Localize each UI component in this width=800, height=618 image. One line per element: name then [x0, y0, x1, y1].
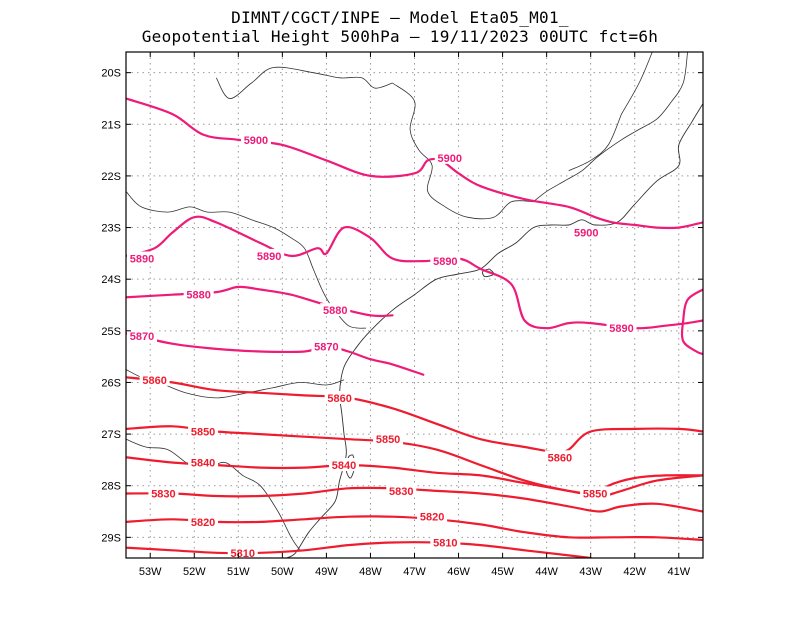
lat-tick-label: 29S	[101, 532, 121, 544]
contour-label-bg	[227, 545, 258, 559]
contour-label-5880: 5880	[186, 290, 210, 302]
contour-label-5810: 5810	[433, 538, 457, 550]
contour-label-5860: 5860	[548, 452, 572, 464]
contour-label-5820: 5820	[420, 512, 444, 524]
contour-label-bg	[320, 303, 351, 317]
contour-label-5900: 5900	[574, 228, 598, 240]
contour-label-5870: 5870	[130, 331, 154, 343]
axis-ticks: 53W 52W 51W 50W 49W 48W 47W 46W 45W 44W 43W 42W 41W 2…	[101, 52, 703, 578]
contour-5810	[126, 541, 592, 558]
contour-5880	[126, 285, 394, 318]
lat-tick-label: 23S	[101, 223, 121, 235]
contour-label-bg	[139, 372, 170, 386]
state-border-1	[392, 82, 534, 220]
lat-tick-label: 26S	[101, 377, 121, 389]
contour-label-5890: 5890	[609, 323, 633, 335]
contour-label-bg	[329, 458, 360, 472]
lat-tick-label: 22S	[101, 171, 121, 183]
contour-label-bg	[430, 535, 461, 549]
lat-tick-label: 27S	[101, 429, 121, 441]
contour-label-bg	[183, 287, 214, 301]
contour-label-bg	[127, 251, 157, 265]
geography	[126, 52, 703, 558]
contour-label-5850: 5850	[376, 434, 400, 446]
lon-tick-label: 45W	[491, 566, 514, 578]
lat-tick-label: 20S	[101, 68, 121, 80]
contour-label-bg	[544, 450, 575, 464]
contour-label-5870: 5870	[314, 341, 338, 353]
contour-5890	[126, 215, 703, 330]
contour-label-5890: 5890	[433, 256, 457, 268]
contour-label-bg	[434, 150, 465, 164]
contour-label-bg	[148, 486, 179, 500]
lon-tick-label: 41W	[667, 566, 690, 578]
contour-label-bg	[571, 225, 602, 239]
contour-label-bg	[188, 455, 219, 469]
contour-label-bg	[430, 254, 461, 268]
contour-label-bg	[188, 424, 219, 438]
lat-tick-label: 21S	[101, 119, 121, 131]
contour-label-5820: 5820	[191, 517, 215, 529]
lon-tick-label: 53W	[139, 566, 162, 578]
lon-tick-label: 44W	[535, 566, 558, 578]
contour-5850	[126, 425, 703, 495]
lon-tick-label: 47W	[403, 566, 426, 578]
contour-label-5880: 5880	[323, 305, 347, 317]
contour-5890	[680, 288, 703, 356]
lon-tick-label: 46W	[447, 566, 470, 578]
contour-label-5830: 5830	[389, 486, 413, 498]
contour-label-bg	[606, 321, 637, 335]
contour-label-bg	[324, 390, 355, 404]
title-line-2: Geopotential Height 500hPa – 19/11/2023 …	[141, 27, 659, 46]
contour-label-5840: 5840	[332, 460, 356, 472]
state-border-5	[533, 52, 688, 203]
lat-tick-label: 28S	[101, 481, 121, 493]
contour-label-bg	[580, 486, 611, 500]
lon-tick-label: 52W	[183, 566, 206, 578]
contour-label-5890: 5890	[130, 254, 154, 266]
state-border-4	[126, 438, 301, 551]
contour-label-bg	[188, 514, 219, 528]
lat-tick-label: 24S	[101, 274, 121, 286]
coastline-0	[286, 103, 703, 558]
contour-label-5850: 5850	[191, 427, 215, 439]
lon-tick-label: 50W	[271, 566, 294, 578]
state-border-0	[215, 66, 393, 99]
contour-5820	[126, 515, 703, 541]
contour-label-5860: 5860	[142, 375, 166, 387]
contour-labels: 5900 5900 5900 5890 5890 5890 5890 5880 5880 5870…	[127, 132, 637, 560]
state-border-6	[621, 52, 653, 115]
contour-label-bg	[417, 509, 448, 523]
contour-5860	[126, 376, 703, 454]
contour-5830	[126, 486, 703, 513]
contour-label-bg	[254, 248, 285, 262]
lon-tick-label: 51W	[227, 566, 250, 578]
contour-label-5850: 5850	[583, 488, 607, 500]
state-border-2	[126, 191, 367, 329]
contour-label-5890: 5890	[257, 251, 281, 263]
contour-label-5860: 5860	[327, 393, 351, 405]
contour-label-5830: 5830	[151, 488, 175, 500]
contour-label-5900: 5900	[437, 153, 461, 165]
lon-tick-label: 49W	[315, 566, 338, 578]
contour-5870	[126, 332, 425, 376]
lon-tick-label: 48W	[359, 566, 382, 578]
contour-label-5810: 5810	[230, 548, 254, 560]
contour-5840	[126, 456, 703, 498]
contour-label-bg	[373, 432, 404, 446]
contour-label-5900: 5900	[244, 135, 268, 147]
contour-label-bg	[127, 328, 157, 342]
contour-label-bg	[240, 132, 271, 146]
grid-lines	[126, 52, 703, 558]
lat-tick-label: 25S	[101, 326, 121, 338]
contour-label-bg	[386, 483, 417, 497]
title-line-1: DIMNT/CGCT/INPE – Model Eta05_M01_	[231, 8, 569, 27]
contour-label-5840: 5840	[191, 457, 215, 469]
lon-tick-label: 42W	[623, 566, 646, 578]
state-border-7	[568, 113, 622, 172]
lon-tick-label: 43W	[579, 566, 602, 578]
contour-label-bg	[311, 339, 342, 353]
